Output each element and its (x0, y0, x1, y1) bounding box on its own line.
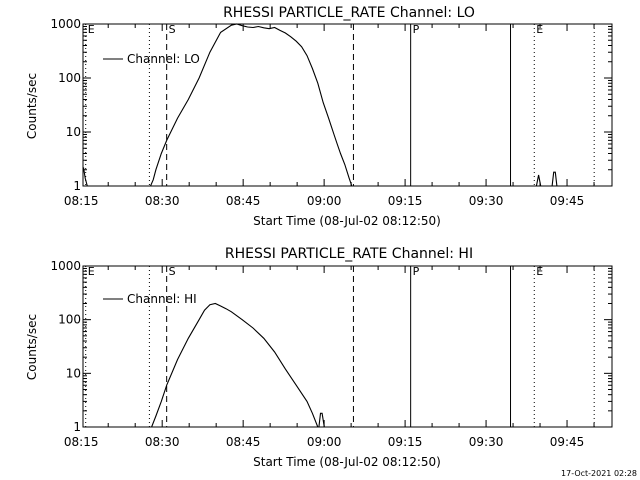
event-marker-label: P (413, 23, 420, 36)
x-tick-label: 09:30 (469, 194, 504, 208)
x-tick-label: 08:45 (226, 435, 261, 449)
x-tick-label: 08:15 (64, 435, 99, 449)
x-tick-label: 08:15 (64, 194, 99, 208)
legend-label: Channel: HI (127, 292, 197, 306)
chart-title: RHESSI PARTICLE_RATE Channel: LO (223, 5, 475, 21)
figure: RHESSI PARTICLE_RATE Channel: LO Start T… (0, 0, 640, 480)
y-tick-label: 10 (66, 366, 81, 380)
event-marker-label: E (88, 23, 95, 36)
figure-background (0, 0, 640, 480)
event-marker-label: S (169, 23, 176, 36)
event-marker-label: E (88, 265, 95, 278)
event-marker-label: P (413, 265, 420, 278)
event-marker-label: S (169, 265, 176, 278)
y-tick-label: 10 (66, 125, 81, 139)
y-tick-label: 1000 (50, 17, 81, 31)
y-axis-label: Counts/sec (25, 73, 39, 139)
y-tick-label: 100 (58, 313, 81, 327)
x-tick-label: 08:30 (145, 194, 180, 208)
x-tick-label: 09:45 (550, 435, 585, 449)
x-tick-label: 09:00 (307, 194, 342, 208)
x-tick-label: 09:15 (388, 435, 423, 449)
y-tick-label: 1 (73, 420, 81, 434)
x-tick-label: 08:45 (226, 194, 261, 208)
y-tick-label: 1 (73, 179, 81, 193)
y-tick-label: 1000 (50, 259, 81, 273)
x-tick-label: 09:00 (307, 435, 342, 449)
timestamp: 17-Oct-2021 02:28 (561, 469, 637, 478)
y-tick-label: 100 (58, 71, 81, 85)
y-axis-label: Counts/sec (25, 314, 39, 380)
x-tick-label: 09:30 (469, 435, 504, 449)
x-tick-label: 09:45 (550, 194, 585, 208)
x-axis-label: Start Time (08-Jul-02 08:12:50) (253, 214, 441, 228)
chart-title: RHESSI PARTICLE_RATE Channel: HI (225, 246, 473, 262)
x-tick-label: 09:15 (388, 194, 423, 208)
legend-label: Channel: LO (127, 52, 200, 66)
x-tick-label: 08:30 (145, 435, 180, 449)
x-axis-label: Start Time (08-Jul-02 08:12:50) (253, 455, 441, 469)
